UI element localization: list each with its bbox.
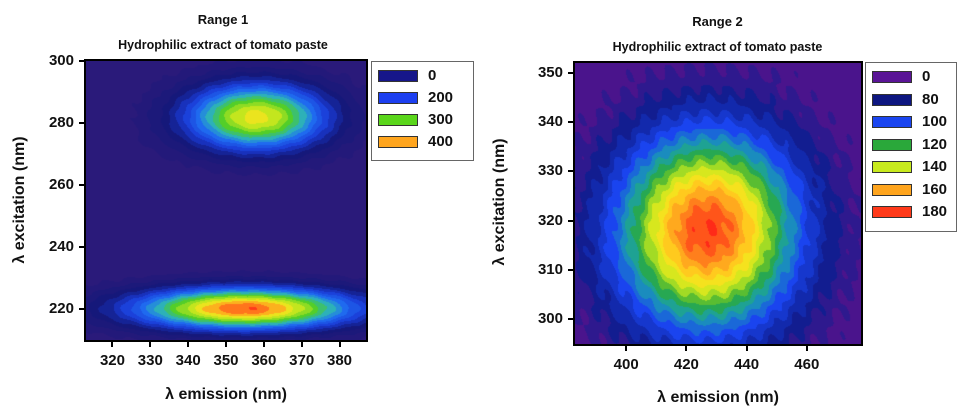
chart-title: Range 1	[197, 12, 249, 27]
legend-label: 180	[922, 203, 948, 220]
y-tick-mark	[568, 71, 573, 74]
legend-swatch	[378, 70, 418, 82]
y-tick-label: 310	[537, 261, 563, 279]
legend-label: 140	[922, 158, 948, 175]
legend-swatch	[872, 116, 912, 128]
y-tick-label: 280	[48, 114, 74, 131]
x-tick-label: 340	[175, 352, 201, 369]
y-tick-mark	[568, 318, 573, 321]
chart-subtitle: Hydrophilic extract of tomato paste	[118, 38, 328, 52]
heatmap-contours	[575, 63, 861, 344]
x-tick-mark	[225, 342, 227, 347]
x-tick-label: 440	[734, 356, 760, 373]
y-tick-mark	[568, 121, 573, 124]
y-tick-label: 320	[537, 211, 563, 229]
heatmap-contours	[86, 61, 366, 340]
y-tick-label: 260	[48, 176, 74, 193]
y-tick-mark	[79, 246, 84, 248]
x-tick-mark	[338, 342, 341, 347]
x-tick-label: 380	[326, 352, 353, 369]
y-tick-mark	[568, 170, 573, 173]
y-tick-mark	[79, 184, 84, 186]
legend-swatch	[872, 161, 912, 173]
legend-swatch	[378, 114, 418, 126]
x-tick-label: 330	[137, 352, 163, 369]
y-tick-label: 350	[537, 63, 563, 81]
legend-swatch	[872, 71, 912, 83]
x-tick-mark	[805, 346, 808, 351]
legend-label: 120	[922, 135, 948, 153]
y-tick-mark	[79, 60, 84, 62]
x-tick-mark	[685, 346, 688, 351]
x-tick-label: 420	[673, 356, 699, 373]
chart-subtitle: Hydrophilic extract of tomato paste	[612, 40, 823, 54]
y-tick-mark	[79, 122, 84, 124]
legend-label: 0	[922, 68, 931, 85]
legend-label: 160	[922, 180, 948, 198]
x-tick-label: 370	[289, 352, 315, 369]
legend: 0 200 300 400	[371, 61, 474, 161]
x-tick-mark	[111, 342, 114, 347]
legend-swatch	[872, 206, 912, 218]
legend-label: 300	[428, 111, 454, 128]
x-tick-label: 320	[99, 352, 125, 369]
heatmap-plot-area	[84, 59, 368, 342]
legend-label: 400	[428, 133, 454, 150]
legend-swatch	[378, 92, 418, 104]
x-tick-mark	[187, 342, 190, 347]
x-tick-label: 460	[794, 356, 820, 373]
x-tick-mark	[745, 346, 748, 351]
y-axis-label: λ excitation (nm)	[11, 136, 28, 264]
y-tick-label: 220	[48, 300, 74, 317]
y-tick-mark	[79, 308, 84, 310]
y-tick-mark	[568, 269, 573, 272]
x-axis-label: λ emission (nm)	[657, 389, 779, 406]
chart-title: Range 2	[692, 14, 743, 29]
legend-label: 100	[922, 113, 948, 130]
legend-swatch	[872, 93, 912, 106]
x-tick-mark	[625, 346, 628, 351]
y-tick-label: 340	[537, 113, 563, 131]
y-axis-label: λ excitation (nm)	[491, 138, 508, 266]
legend-label: 80	[922, 90, 939, 108]
y-tick-label: 300	[48, 52, 74, 69]
x-tick-label: 350	[213, 352, 239, 369]
x-tick-mark	[149, 342, 152, 347]
heatmap-plot-area	[573, 61, 863, 346]
legend: 0 80 100 120 140 160 180	[865, 62, 957, 232]
y-tick-label: 330	[537, 162, 563, 180]
legend-label: 0	[428, 67, 437, 84]
x-tick-label: 360	[251, 352, 277, 369]
x-tick-mark	[262, 342, 265, 347]
x-tick-mark	[300, 342, 303, 347]
x-tick-label: 400	[613, 356, 639, 373]
y-tick-label: 240	[48, 238, 74, 255]
legend-label: 200	[428, 89, 454, 106]
legend-swatch	[872, 138, 912, 151]
x-axis-label: λ emission (nm)	[165, 386, 287, 403]
y-tick-label: 300	[537, 310, 563, 328]
y-tick-mark	[568, 219, 573, 222]
legend-swatch	[378, 136, 418, 148]
legend-swatch	[872, 183, 912, 196]
